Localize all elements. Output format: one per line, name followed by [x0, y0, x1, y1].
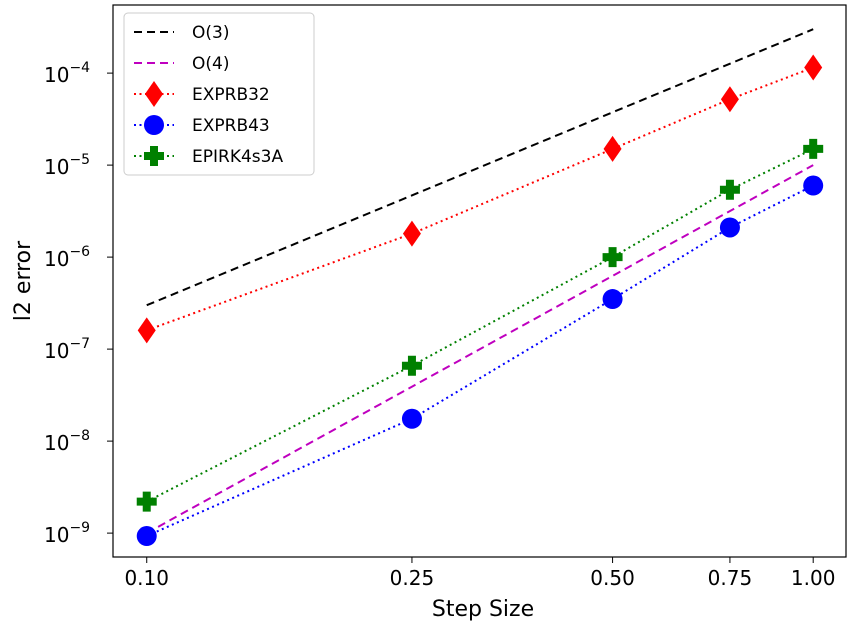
- data-point: [137, 317, 156, 344]
- series-line: [146, 148, 814, 503]
- legend-marker: [145, 81, 163, 107]
- legend-item: O(3): [134, 23, 229, 43]
- y-tick-label: 10−5: [44, 152, 90, 179]
- x-tick-label: 1.00: [791, 566, 836, 590]
- series-exprb32: [137, 54, 823, 344]
- legend-label: O(3): [192, 23, 229, 43]
- data-point: [602, 247, 623, 268]
- legend-label: O(4): [192, 54, 229, 74]
- y-tick-label: 10−9: [44, 520, 90, 547]
- y-axis: 10−9 10−8 10−7 10−6 10−5 10−4: [44, 60, 113, 547]
- data-point: [803, 175, 824, 196]
- series-layer: [136, 28, 824, 547]
- data-point: [402, 220, 421, 247]
- legend-item: EPIRK4s3A: [134, 146, 283, 167]
- data-point: [804, 54, 823, 81]
- series-o-3-: [146, 28, 814, 307]
- legend-box: [123, 12, 315, 176]
- y-tick-label: 10−4: [44, 60, 90, 87]
- x-tick-label: 0.25: [390, 566, 435, 590]
- data-point: [720, 86, 739, 113]
- x-tick-label: 0.10: [124, 566, 169, 590]
- legend-marker: [144, 115, 164, 135]
- plot-frame: [112, 4, 847, 558]
- series-line: [146, 28, 814, 307]
- x-axis: 0.10 0.25 0.50 0.75 1.00: [124, 557, 835, 590]
- x-tick-label: 0.75: [708, 566, 753, 590]
- y-tick-label: 10−7: [44, 336, 90, 363]
- legend-label: EPIRK4s3A: [192, 147, 283, 167]
- legend-marker: [144, 146, 164, 166]
- data-point: [401, 408, 422, 429]
- data-point: [603, 135, 622, 162]
- legend-label: EXPRB43: [192, 116, 270, 136]
- series-exprb43: [136, 175, 824, 547]
- y-axis-label: l2 error: [11, 240, 36, 321]
- data-point: [602, 289, 623, 310]
- x-tick-label: 0.50: [590, 566, 635, 590]
- x-axis-label: Step Size: [432, 597, 534, 622]
- data-point: [401, 355, 422, 376]
- series-line: [146, 164, 814, 534]
- data-point: [719, 179, 740, 200]
- legend: O(3) O(4) EXPRB32 EXPRB43 EPIRK4s3A: [123, 12, 315, 176]
- series-line: [146, 66, 814, 332]
- data-point: [719, 217, 740, 238]
- series-epirk4s3a: [136, 138, 824, 512]
- series-o-4-: [146, 164, 814, 534]
- legend-item: EXPRB43: [134, 115, 270, 136]
- legend-label: EXPRB32: [192, 85, 270, 105]
- legend-item: EXPRB32: [134, 81, 270, 107]
- y-tick-label: 10−8: [44, 428, 90, 455]
- data-point: [803, 138, 824, 159]
- y-tick-label: 10−6: [44, 244, 90, 271]
- legend-item: O(4): [134, 54, 229, 74]
- data-point: [136, 526, 157, 547]
- data-point: [136, 491, 157, 512]
